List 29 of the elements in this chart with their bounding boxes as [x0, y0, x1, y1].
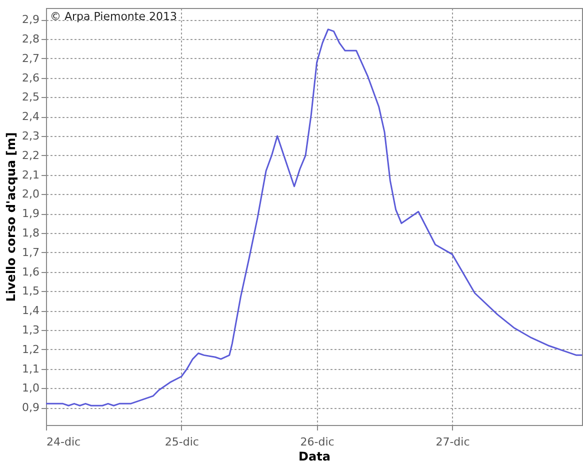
x-tick-label: 24-dic: [46, 436, 81, 448]
y-tick-label: 1,6: [22, 265, 40, 278]
x-tick-label: 27-dic: [436, 436, 470, 448]
x-tick-label: 26-dic: [300, 436, 334, 448]
x-tick-label: 25-dic: [164, 436, 199, 448]
y-tick-label: 1,3: [22, 323, 40, 336]
y-tick-label: 2,8: [22, 32, 40, 46]
y-tick-label: 2,0: [22, 188, 40, 201]
y-tick-label: 2,6: [22, 71, 40, 84]
y-tick-label: 2,1: [22, 168, 40, 182]
y-tick-label: 2,9: [22, 13, 40, 26]
x-axis-title: Data: [298, 450, 330, 464]
line-series: [46, 28, 582, 406]
y-tick-label: 1,9: [22, 207, 40, 220]
annotation: © Arpa Piemonte 2013: [50, 10, 177, 23]
y-tick-label: 1,4: [22, 304, 40, 318]
y-tick-label: 2,5: [22, 90, 40, 104]
y-tick-label: 2,3: [22, 130, 40, 143]
y-tick-label: 1,2: [22, 342, 40, 356]
y-tick-label: 2,4: [22, 110, 40, 124]
y-tick-label: 1,1: [22, 362, 40, 376]
y-tick-label: 1,8: [22, 226, 40, 240]
y-axis-title: Livello corso d'acqua [m]: [4, 132, 18, 302]
y-tick-label: 1,5: [22, 284, 40, 298]
y-tick-label: 1,0: [22, 382, 40, 395]
y-tick-label: 2,2: [22, 148, 40, 162]
y-tick-label: 0,9: [22, 401, 40, 414]
y-tick-label: 2,7: [22, 52, 40, 65]
y-tick-label: 1,7: [22, 246, 40, 259]
